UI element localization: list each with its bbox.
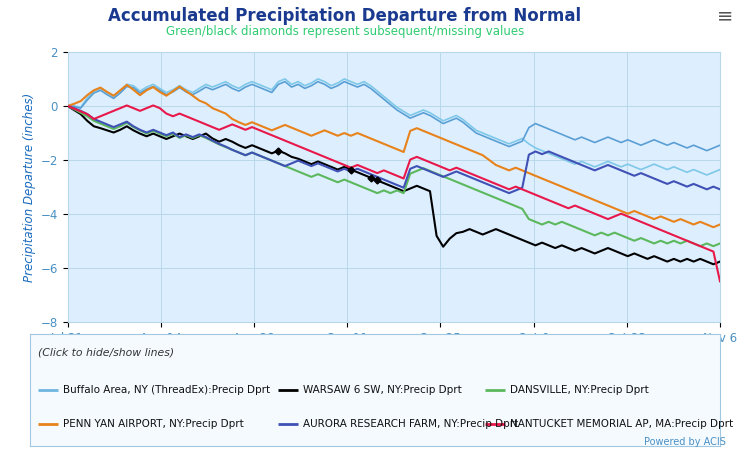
Text: AURORA RESEARCH FARM, NY:Precip Dprt: AURORA RESEARCH FARM, NY:Precip Dprt — [303, 419, 518, 429]
Text: NANTUCKET MEMORIAL AP, MA:Precip Dprt: NANTUCKET MEMORIAL AP, MA:Precip Dprt — [510, 419, 734, 429]
Text: DANSVILLE, NY:Precip Dprt: DANSVILLE, NY:Precip Dprt — [510, 385, 649, 395]
Text: Green/black diamonds represent subsequent/missing values: Green/black diamonds represent subsequen… — [166, 25, 524, 38]
Text: Accumulated Precipitation Departure from Normal: Accumulated Precipitation Departure from… — [109, 7, 581, 25]
Text: ≡: ≡ — [717, 7, 734, 26]
Text: WARSAW 6 SW, NY:Precip Dprt: WARSAW 6 SW, NY:Precip Dprt — [303, 385, 462, 395]
Text: Powered by ACIS: Powered by ACIS — [644, 437, 726, 447]
Text: Buffalo Area, NY (ThreadEx):Precip Dprt: Buffalo Area, NY (ThreadEx):Precip Dprt — [63, 385, 270, 395]
Text: (Click to hide/show lines): (Click to hide/show lines) — [38, 347, 175, 357]
Text: PENN YAN AIRPORT, NY:Precip Dprt: PENN YAN AIRPORT, NY:Precip Dprt — [63, 419, 244, 429]
Y-axis label: Precipitation Departure (inches): Precipitation Departure (inches) — [23, 92, 36, 282]
